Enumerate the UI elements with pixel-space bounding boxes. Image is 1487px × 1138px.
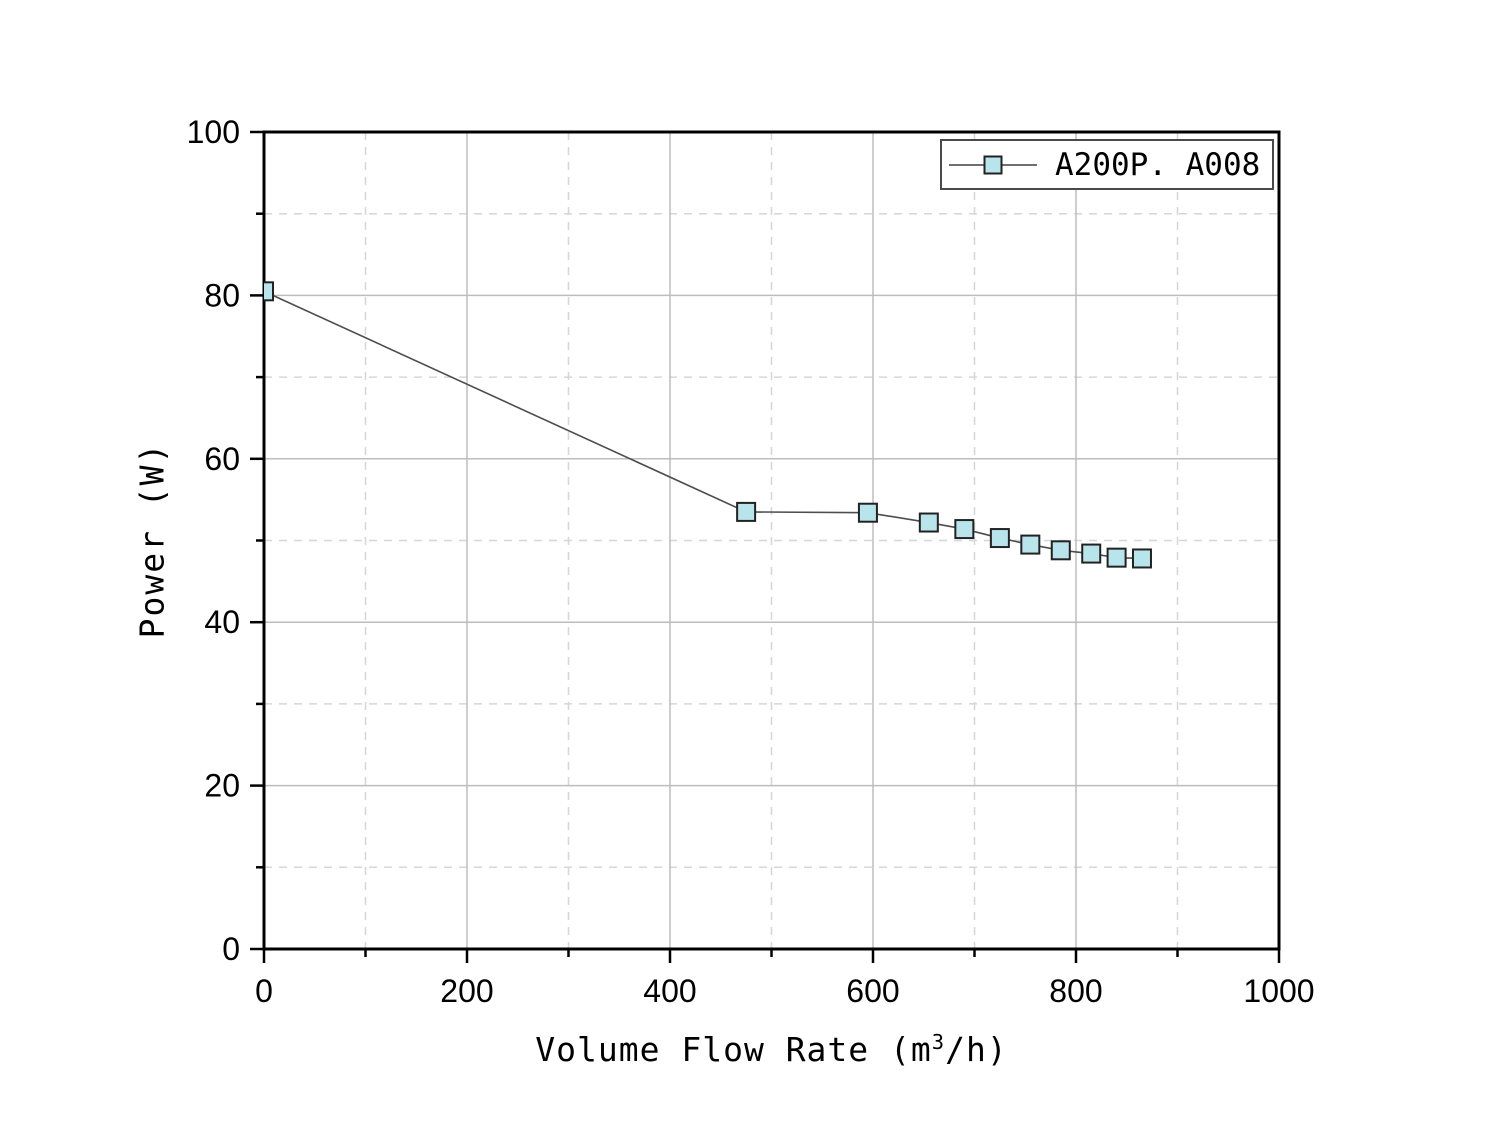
data-point-marker: [918, 512, 939, 533]
svg-text:600: 600: [846, 973, 899, 1009]
x-axis-title-text: Volume Flow Rate (m: [535, 1030, 932, 1069]
data-point-marker: [1106, 547, 1127, 568]
data-point-marker: [989, 528, 1010, 549]
data-point-marker: [1131, 548, 1152, 569]
x-tick-labels: 0 200 400 600 800 1000: [255, 973, 1314, 1009]
data-point-marker: [1081, 543, 1102, 564]
legend-square-marker-icon: [983, 155, 1003, 174]
svg-text:60: 60: [204, 441, 240, 477]
data-point-marker: [954, 519, 975, 540]
data-series: [264, 281, 1152, 569]
svg-text:20: 20: [204, 768, 240, 804]
svg-text:40: 40: [204, 604, 240, 640]
series-line: [264, 290, 1143, 560]
svg-text:400: 400: [643, 973, 696, 1009]
major-gridlines: [264, 132, 1279, 949]
y-axis-title: Power (W): [132, 441, 172, 639]
legend-entry: A200P. A008: [942, 141, 1272, 188]
svg-text:1000: 1000: [1243, 973, 1314, 1009]
data-point-marker: [736, 501, 757, 522]
data-point-marker: [1020, 534, 1041, 555]
data-point-marker: [857, 502, 878, 523]
legend-swatch: [949, 141, 1037, 188]
x-axis-title-unit: /h): [945, 1030, 1008, 1069]
svg-text:0: 0: [222, 931, 240, 967]
minor-gridlines: [264, 132, 1279, 949]
x-axis-title-superscript: 3: [931, 1030, 946, 1054]
axis-ticks: [250, 130, 1281, 963]
data-point-marker: [1050, 540, 1071, 561]
svg-text:80: 80: [204, 277, 240, 313]
svg-text:800: 800: [1049, 973, 1102, 1009]
svg-text:0: 0: [255, 973, 273, 1009]
legend-label: A200P. A008: [1055, 146, 1261, 183]
y-tick-labels: 0 20 40 60 80 100: [187, 114, 240, 967]
x-axis-title: Volume Flow Rate (m3/h): [264, 1030, 1279, 1069]
legend: A200P. A008: [940, 139, 1274, 190]
data-point-marker: [264, 281, 274, 302]
svg-text:200: 200: [440, 973, 493, 1009]
svg-text:100: 100: [187, 114, 240, 150]
